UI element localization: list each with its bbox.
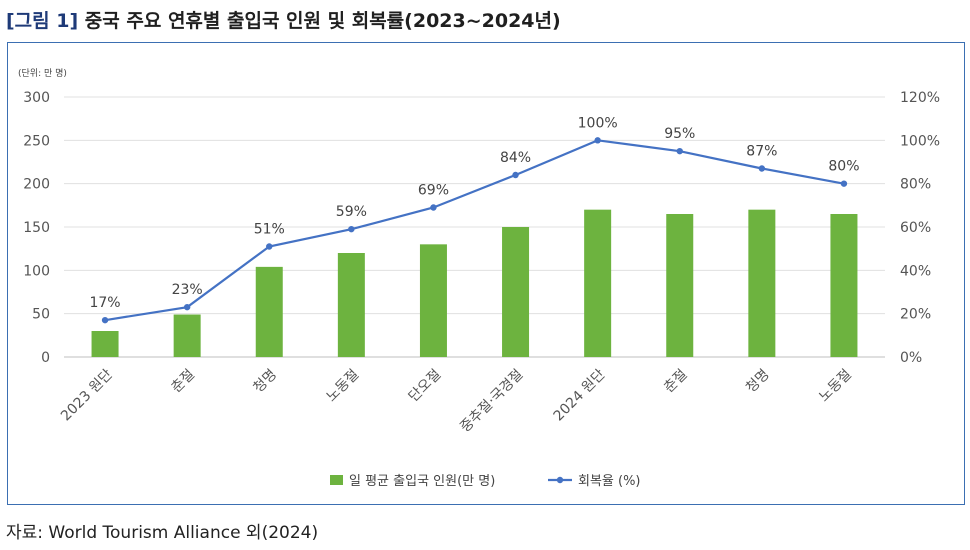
combo-chart: 17% 23% 51% 59% 69% 84% 100% 95% 87% 80% 0 50 100 15… xyxy=(23,90,940,489)
x-tick-label: 2023 원단 xyxy=(58,366,116,424)
line-point xyxy=(758,165,766,172)
data-label: 80% xyxy=(828,159,859,175)
figure-title-text: 중국 주요 연휴별 출입국 인원 및 회복률(2023~2024년) xyxy=(84,10,561,32)
y-axis-right: 0% 20% 40% 60% 80% 100% 120% xyxy=(900,90,940,366)
line-series: 17% 23% 51% 59% 69% 84% 100% 95% 87% 80% xyxy=(89,115,860,324)
data-label: 69% xyxy=(418,183,449,199)
figure-label: [그림 1] xyxy=(6,10,79,32)
y-left-tick-label: 50 xyxy=(32,307,50,323)
line-point xyxy=(430,204,437,211)
line-point xyxy=(676,147,683,155)
line-point xyxy=(183,303,191,311)
y-right-tick-label: 100% xyxy=(900,133,940,149)
data-label: 51% xyxy=(254,222,285,238)
bar xyxy=(337,253,365,357)
data-label: 84% xyxy=(500,150,531,166)
data-label: 87% xyxy=(746,144,777,160)
y-left-tick-label: 0 xyxy=(41,350,50,366)
recovery-rate-line xyxy=(104,139,845,322)
line-point xyxy=(512,171,519,179)
line-point xyxy=(266,243,273,250)
x-tick-label: 2024 원단 xyxy=(551,366,609,424)
legend-swatch-point xyxy=(556,476,564,484)
line-point xyxy=(840,180,848,187)
bar xyxy=(91,331,119,357)
legend: 일 평균 출입국 인원(만 명) 회복율 (%) xyxy=(330,474,641,489)
y-right-tick-label: 80% xyxy=(900,177,931,193)
legend-swatch-bar xyxy=(330,475,343,485)
data-label: 17% xyxy=(89,295,120,311)
x-axis: 2023 원단 춘절 청명 노동절 단오절 중추절·국경절 2024 원단 춘절 청명 노동절 xyxy=(58,366,855,435)
x-tick-label: 청명 xyxy=(743,367,773,397)
bar xyxy=(419,244,447,357)
data-label: 23% xyxy=(172,282,203,298)
figure-title: [그림 1] 중국 주요 연휴별 출입국 인원 및 회복률(2023~2024년… xyxy=(6,6,561,33)
y-right-tick-label: 0% xyxy=(900,350,922,366)
y-left-tick-label: 200 xyxy=(23,177,50,193)
legend-label-bar: 일 평균 출입국 인원(만 명) xyxy=(349,474,495,489)
x-tick-label: 중추절·국경절 xyxy=(457,367,526,436)
y-right-tick-label: 40% xyxy=(900,263,931,279)
y-right-tick-label: 20% xyxy=(900,307,931,323)
data-label: 100% xyxy=(578,115,618,131)
x-tick-label: 단오절 xyxy=(406,367,445,406)
x-tick-label: 춘절 xyxy=(168,367,198,397)
bar xyxy=(584,209,612,357)
data-label: 59% xyxy=(336,204,367,220)
x-tick-label: 노동절 xyxy=(816,367,855,406)
legend-label-line: 회복율 (%) xyxy=(578,474,641,489)
y-right-tick-label: 120% xyxy=(900,90,940,106)
y-left-tick-label: 100 xyxy=(23,263,50,279)
gridlines xyxy=(64,96,885,358)
x-tick-label: 노동절 xyxy=(324,367,363,406)
y-axis-left: 0 50 100 150 200 250 300 xyxy=(23,90,50,366)
x-tick-label: 청명 xyxy=(251,367,281,397)
y-left-tick-label: 250 xyxy=(23,133,50,149)
line-point xyxy=(348,225,355,233)
bar xyxy=(830,214,858,357)
bar xyxy=(255,266,283,357)
source-note: 자료: World Tourism Alliance 외(2024) xyxy=(6,523,319,543)
bar xyxy=(173,314,201,357)
bar xyxy=(502,227,530,357)
chart-frame xyxy=(7,42,965,505)
data-label: 95% xyxy=(664,126,695,142)
bar-series xyxy=(91,209,858,357)
y-right-tick-label: 60% xyxy=(900,220,931,236)
x-tick-label: 춘절 xyxy=(661,367,691,397)
line-point xyxy=(101,316,109,324)
y-left-tick-label: 300 xyxy=(23,90,50,106)
y-left-tick-label: 150 xyxy=(23,220,50,236)
unit-note: (단위: 만 명) xyxy=(18,69,67,79)
bar xyxy=(748,209,776,357)
line-point xyxy=(594,137,601,144)
bar xyxy=(666,214,694,357)
